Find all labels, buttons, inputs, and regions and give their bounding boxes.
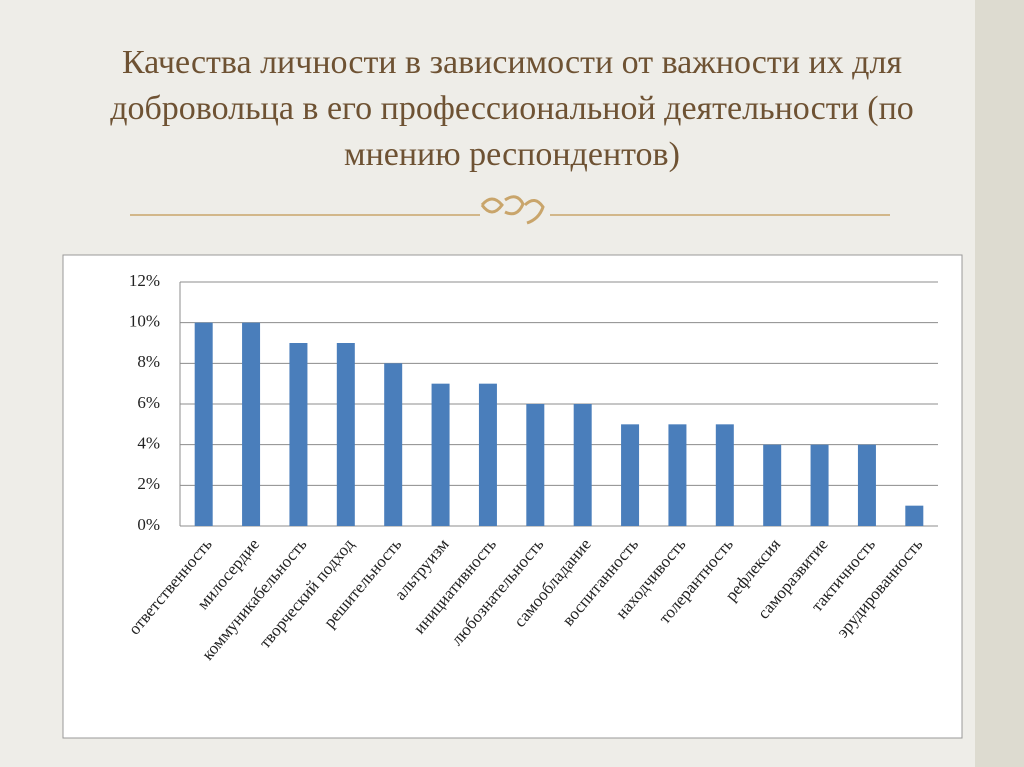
y-tick-label: 12%: [129, 271, 160, 290]
bar: [384, 363, 403, 526]
bar: [668, 424, 687, 526]
bar: [810, 444, 829, 526]
bar: [526, 404, 545, 526]
bar: [336, 343, 355, 526]
bar: [573, 404, 592, 526]
chart-title: Качества личности в зависимости от важно…: [110, 44, 914, 173]
bar: [763, 444, 782, 526]
bar: [242, 322, 261, 526]
bar: [621, 424, 640, 526]
bar: [194, 322, 213, 526]
bar: [715, 424, 734, 526]
y-tick-label: 2%: [137, 474, 160, 493]
y-tick-label: 4%: [137, 434, 160, 453]
bar: [289, 343, 308, 526]
y-tick-label: 6%: [137, 393, 160, 412]
bar: [431, 383, 450, 526]
y-tick-label: 8%: [137, 352, 160, 371]
bar: [478, 383, 497, 526]
y-tick-label: 10%: [129, 312, 160, 331]
side-stripe: [975, 0, 1024, 767]
ornament: [480, 195, 545, 225]
bar: [857, 444, 876, 526]
y-tick-label: 0%: [137, 515, 160, 534]
bar: [905, 505, 924, 526]
